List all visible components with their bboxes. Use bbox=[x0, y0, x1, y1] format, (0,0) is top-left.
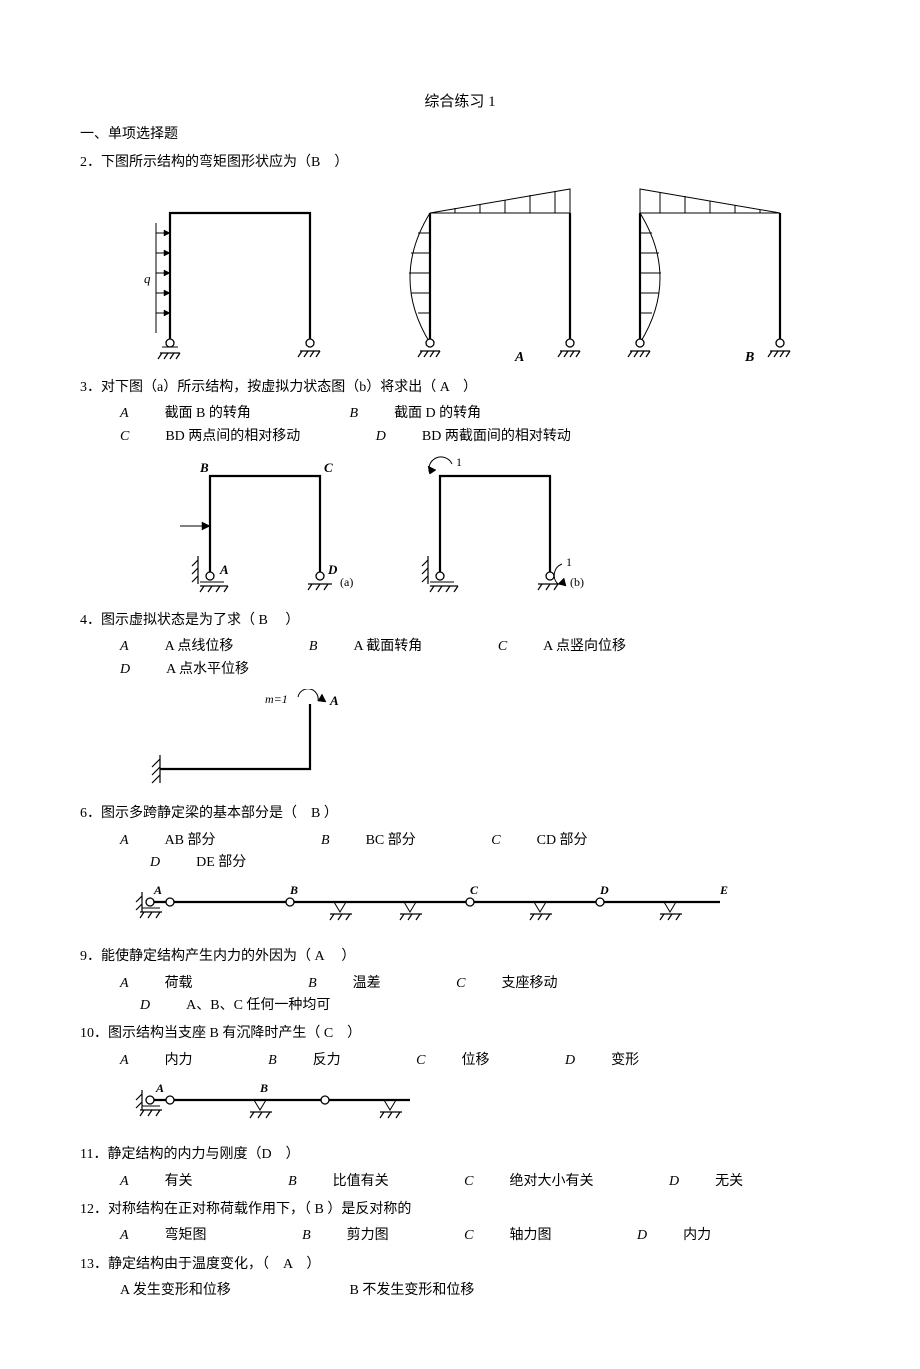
svg-text:C: C bbox=[324, 460, 333, 475]
q12-text: 12．对称结构在正对称荷载作用下，（ B ）是反对称的 bbox=[80, 1199, 840, 1221]
q2-text: 2．下图所示结构的弯矩图形状应为（B ） bbox=[80, 152, 840, 174]
q4-options: AA 点线位移 BA 截面转角 CA 点竖向位移 DA 点水平位移 bbox=[120, 636, 840, 681]
q6-text: 6．图示多跨静定梁的基本部分是（ B ） bbox=[80, 803, 840, 825]
q6-diagram: A B C D E bbox=[130, 882, 750, 932]
svg-text:D: D bbox=[599, 883, 609, 897]
q2-fig-b-label: B bbox=[744, 350, 754, 363]
q3-text: 3．对下图（a）所示结构，按虚拟力状态图（b）将求出（ A ） bbox=[80, 377, 840, 399]
section-heading: 一、单项选择题 bbox=[80, 124, 840, 146]
svg-text:D: D bbox=[327, 562, 338, 577]
q11-text: 11．静定结构的内力与刚度（D ） bbox=[80, 1144, 840, 1166]
svg-text:1: 1 bbox=[566, 555, 572, 569]
q10-options: A内力 B反力 C位移 D变形 bbox=[120, 1050, 840, 1072]
q2-diagram: q bbox=[140, 183, 860, 363]
q6-figure-block: A B C D E bbox=[130, 882, 840, 932]
svg-text:E: E bbox=[719, 883, 728, 897]
q10-diagram: A B bbox=[130, 1080, 450, 1130]
svg-text:B: B bbox=[289, 883, 298, 897]
page-title: 综合练习 1 bbox=[80, 90, 840, 114]
q11-options: A有关 B比值有关 C绝对大小有关 D无关 bbox=[120, 1171, 840, 1193]
q10-figure-block: A B bbox=[130, 1080, 840, 1130]
q4-figure-block: m=1 A bbox=[130, 689, 840, 789]
svg-text:A: A bbox=[155, 1081, 164, 1095]
svg-text:A: A bbox=[153, 883, 162, 897]
q12-options: A弯矩图 B剪力图 C轴力图 D内力 bbox=[120, 1225, 840, 1247]
q2-fig-a-label: A bbox=[514, 350, 524, 363]
q2-q-label: q bbox=[144, 271, 151, 286]
q6-options: AAB 部分 BBC 部分 CCD 部分 DDE 部分 bbox=[120, 830, 840, 875]
q9-text: 9．能使静定结构产生内力的外因为（ A ） bbox=[80, 946, 840, 968]
svg-text:B: B bbox=[259, 1081, 268, 1095]
svg-text:m=1: m=1 bbox=[265, 692, 288, 706]
q3-options: A截面 B 的转角 B截面 D 的转角 CBD 两点间的相对移动 DBD 两截面… bbox=[120, 403, 840, 448]
q4-text: 4．图示虚拟状态是为了求（ B ） bbox=[80, 610, 840, 632]
svg-text:A: A bbox=[219, 562, 229, 577]
svg-text:(a): (a) bbox=[340, 575, 353, 589]
q9-options: A荷载 B温差 C支座移动 DA、B、C 任何一种均可 bbox=[120, 973, 840, 1018]
q4-diagram: m=1 A bbox=[130, 689, 390, 789]
q13-text: 13．静定结构由于温度变化，（ A ） bbox=[80, 1254, 840, 1276]
svg-text:B: B bbox=[199, 460, 209, 475]
svg-text:(b): (b) bbox=[570, 575, 584, 589]
q3-diagram: B C A D (a) 1 bbox=[140, 456, 620, 596]
q2-figure-block: q bbox=[140, 183, 840, 363]
q10-text: 10．图示结构当支座 B 有沉降时产生（ C ） bbox=[80, 1023, 840, 1045]
q13-options: A 发生变形和位移 B 不发生变形和位移 bbox=[120, 1280, 840, 1302]
svg-text:1: 1 bbox=[456, 456, 462, 469]
q3-figure-block: B C A D (a) 1 bbox=[140, 456, 840, 596]
svg-text:C: C bbox=[470, 883, 479, 897]
svg-text:A: A bbox=[329, 693, 339, 708]
